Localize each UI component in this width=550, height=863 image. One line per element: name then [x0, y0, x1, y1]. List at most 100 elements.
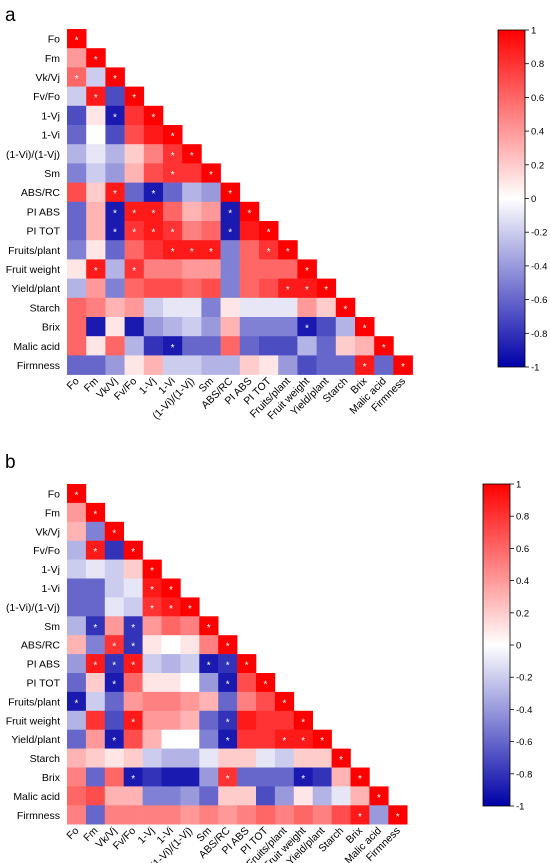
significance-marker: *: [93, 661, 97, 672]
significance-marker: *: [151, 228, 155, 239]
heatmap-cell: [297, 355, 317, 375]
colorbar-tick-label: -0.4: [516, 705, 532, 716]
heatmap-cell: [85, 502, 106, 523]
heatmap-cell: [199, 786, 219, 806]
heatmap-cell: [180, 748, 200, 768]
heatmap-cell: [123, 673, 143, 693]
heatmap-cell: [67, 86, 87, 107]
significance-marker: *: [226, 717, 230, 728]
colorbar-tick-label: 0.6: [516, 544, 529, 555]
heatmap-cell: [237, 673, 257, 693]
heatmap-cell: [104, 540, 124, 560]
heatmap-cell: [105, 182, 125, 203]
heatmap-cell: [124, 144, 145, 164]
heatmap-cell: [143, 278, 164, 299]
heatmap-cell: [123, 559, 143, 579]
significance-marker: *: [113, 189, 117, 200]
heatmap-cell: [143, 355, 164, 375]
heatmap-cell: [161, 654, 181, 674]
heatmap-cell: [163, 297, 183, 318]
heatmap-cell: [124, 86, 145, 107]
row-label: Starch: [30, 753, 61, 765]
heatmap-cell: [218, 691, 238, 712]
heatmap-cell: [86, 144, 106, 164]
heatmap-cell: [180, 673, 200, 693]
heatmap-cell: [161, 597, 181, 617]
heatmap-cell: [369, 786, 389, 806]
row-label: Fm: [45, 507, 60, 519]
heatmap-cell: [123, 767, 143, 787]
heatmap-cell: [104, 729, 124, 749]
heatmap-cell: [67, 48, 87, 68]
heatmap-cell: [316, 278, 337, 299]
row-label: Brix: [42, 772, 61, 784]
heatmap-cell: [237, 748, 257, 768]
heatmap-cell: [161, 691, 181, 712]
significance-marker: *: [382, 343, 386, 354]
heatmap-cell: [142, 616, 162, 636]
heatmap-cell: [201, 201, 221, 222]
heatmap-cell: [293, 748, 313, 768]
heatmap-cell: [239, 221, 260, 241]
colorbar-b: 1 0.8 0.6 0.4 0.2 0 -0.2 -0.4 -0.6 -0.8 -1: [482, 480, 532, 813]
heatmap-cell: [86, 297, 106, 318]
heatmap-cell: [201, 163, 221, 183]
heatmap-cell: [293, 767, 313, 787]
heatmap-cell: [104, 635, 124, 655]
heatmap-cell: [143, 336, 164, 356]
heatmap-cell: [67, 540, 87, 560]
heatmap-cell: [278, 240, 298, 260]
heatmap-cell: [142, 710, 162, 730]
significance-marker: *: [282, 698, 286, 709]
heatmap-cell: [331, 805, 351, 825]
significance-marker: *: [151, 189, 155, 200]
significance-marker: *: [228, 208, 232, 219]
heatmap-cell: [237, 729, 257, 749]
heatmap-cell: [124, 336, 145, 356]
significance-marker: *: [112, 736, 116, 747]
heatmap-cell: [218, 748, 238, 768]
heatmap-cell: [85, 673, 106, 693]
heatmap-cell: [161, 729, 181, 749]
heatmap-cell: [163, 278, 183, 299]
colorbar-tick-label: 0.2: [531, 160, 544, 171]
heatmap-cell: [86, 67, 106, 87]
heatmap-cell: [182, 336, 202, 356]
significance-marker: *: [171, 151, 175, 162]
colorbar-tick-label: 0.8: [531, 59, 544, 70]
heatmap-cell: [124, 259, 145, 279]
heatmap-cell: [104, 673, 124, 693]
heatmap-cell: [67, 559, 87, 579]
heatmap-cell: [67, 125, 87, 145]
significance-marker: *: [94, 55, 98, 66]
heatmap-cell: [201, 259, 221, 279]
colorbar-tick-label: 1: [516, 480, 521, 491]
heatmap-cell: [316, 336, 337, 356]
significance-marker: *: [171, 247, 175, 258]
heatmap-cell: [369, 805, 389, 825]
heatmap-cell: [161, 578, 181, 598]
colorbar-tick-label: 0: [531, 194, 536, 205]
significance-marker: *: [301, 717, 305, 728]
significance-marker: *: [93, 623, 97, 634]
heatmap-cell: [123, 748, 143, 768]
heatmap-cell: [123, 578, 143, 598]
significance-marker: *: [209, 170, 213, 181]
heatmap-cell: [143, 221, 164, 241]
heatmap-cell: [67, 221, 87, 241]
heatmap-cell: [67, 635, 87, 655]
heatmap-cell: [182, 240, 202, 260]
heatmap-cell: [312, 729, 332, 749]
heatmap-cell: [104, 521, 124, 541]
heatmap-cell: [163, 240, 183, 260]
significance-marker: *: [226, 642, 230, 653]
heatmap-cell: [180, 654, 200, 674]
colorbar-tick-label: -0.8: [531, 329, 547, 340]
significance-marker: *: [358, 812, 362, 823]
heatmap-cell: [331, 748, 351, 768]
heatmap-cell: [105, 125, 125, 145]
heatmap-cell: [67, 673, 87, 693]
significance-marker: *: [301, 774, 305, 785]
